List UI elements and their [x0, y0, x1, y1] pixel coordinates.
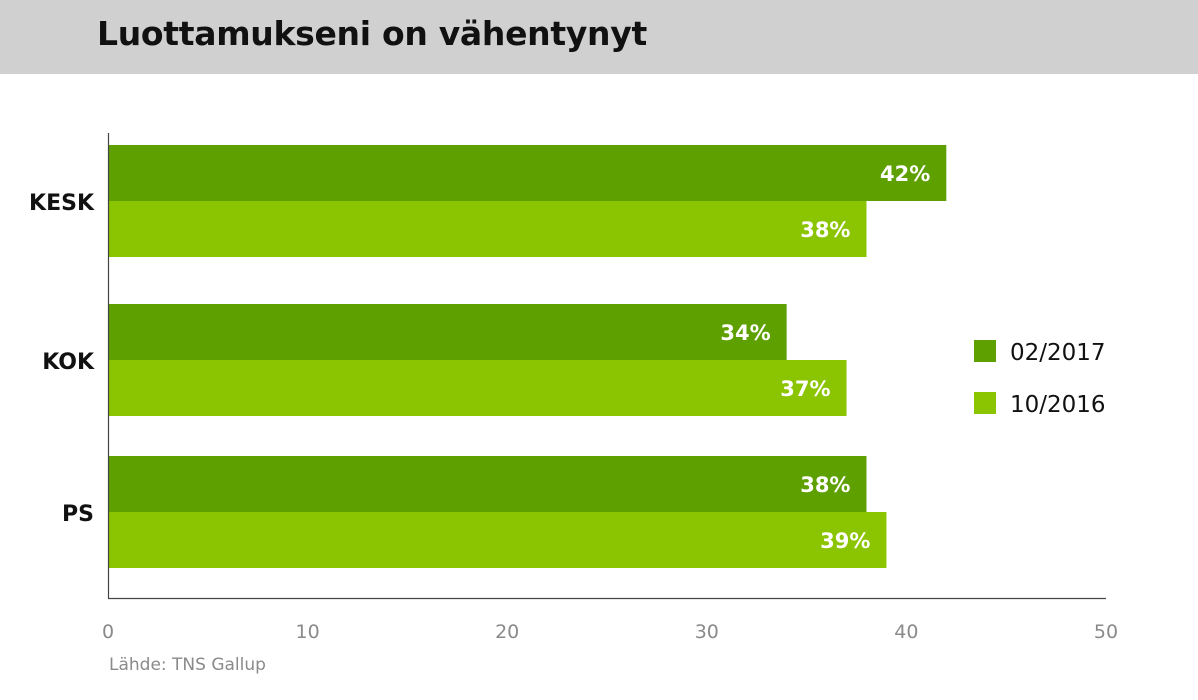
- data-label-kok-series-1: 34%: [720, 321, 770, 345]
- title-bar: Luottamukseni on vähentynyt: [0, 0, 1198, 74]
- x-tick-label: 40: [894, 621, 918, 643]
- x-tick-label: 0: [102, 621, 114, 643]
- bar-kok-series-1: [108, 304, 787, 360]
- chart-title: Luottamukseni on vähentynyt: [97, 14, 647, 53]
- bar-kesk-series-2: [108, 201, 867, 257]
- category-label: KOK: [42, 350, 95, 375]
- source-note: Lähde: TNS Gallup: [109, 655, 266, 675]
- data-label-ps-series-2: 39%: [820, 529, 870, 553]
- legend-swatch: [974, 340, 996, 362]
- legend: 02/2017 10/2016: [974, 340, 1106, 418]
- bar-ps-series-2: [108, 512, 887, 568]
- data-label-kesk-series-1: 42%: [880, 162, 930, 186]
- category-label: KESK: [29, 191, 95, 216]
- category-labels: KESK KOK PS: [29, 191, 95, 527]
- legend-swatch: [974, 392, 996, 414]
- data-label-ps-series-1: 38%: [800, 473, 850, 497]
- legend-label: 10/2016: [1010, 392, 1106, 418]
- bar-ps-series-1: [108, 456, 867, 512]
- x-tick-label: 50: [1094, 621, 1118, 643]
- legend-label: 02/2017: [1010, 340, 1106, 366]
- data-label-kesk-series-2: 38%: [800, 218, 850, 242]
- x-tick-label: 30: [695, 621, 719, 643]
- bar-kesk-series-1: [108, 145, 947, 201]
- category-label: PS: [62, 502, 94, 527]
- bar-kok-series-2: [108, 360, 847, 416]
- x-tick-label: 20: [495, 621, 519, 643]
- data-label-kok-series-2: 37%: [780, 377, 830, 401]
- bars-group: 42% 38% 34% 37% 38% 39%: [108, 145, 947, 568]
- x-tick-labels: 0 10 20 30 40 50: [102, 621, 1118, 643]
- x-tick-label: 10: [296, 621, 320, 643]
